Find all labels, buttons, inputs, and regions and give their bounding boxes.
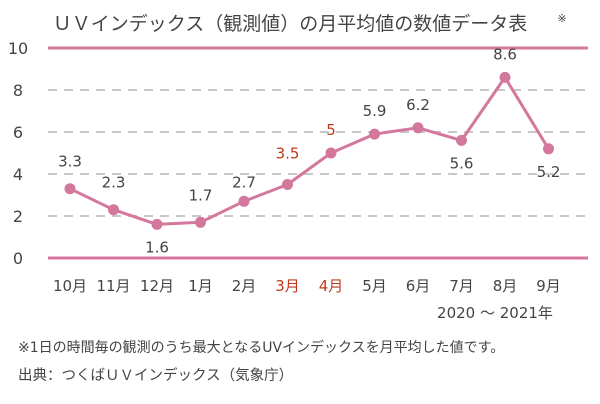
- period-label: 2020 〜 2021年: [437, 304, 553, 322]
- data-label: 3.3: [58, 153, 82, 171]
- data-label: 1.7: [189, 186, 213, 204]
- y-tick-label: 4: [13, 165, 23, 184]
- data-points: [64, 71, 554, 230]
- y-tick-label: 2: [13, 207, 23, 226]
- data-label: 3.5: [276, 145, 300, 163]
- data-labels: 3.3 2.3 1.6 1.7 2.7 3.5 5 5.9 6.2 5.6 8.6 5.2: [58, 45, 560, 256]
- data-label: 8.6: [493, 45, 517, 63]
- y-tick-label: 10: [8, 39, 28, 58]
- data-label: 5: [326, 121, 336, 139]
- data-point: [151, 218, 163, 230]
- data-label: 2.3: [102, 174, 126, 192]
- data-label: 6.2: [406, 96, 430, 114]
- data-point: [282, 179, 293, 190]
- x-tick-label: 11月: [96, 277, 130, 295]
- x-axis-ticks: 10月 11月 12月 1月 2月 3月 4月 5月 6月 7月 8月 9月: [53, 277, 561, 295]
- data-point: [195, 216, 206, 228]
- y-tick-label: 8: [13, 81, 23, 100]
- chart-title-mark: ※: [557, 12, 566, 25]
- y-tick-label: 0: [13, 249, 23, 268]
- data-label: 5.9: [363, 102, 387, 120]
- data-point: [499, 71, 511, 83]
- data-line-layer: [69, 75, 550, 226]
- data-label: 1.6: [145, 238, 169, 256]
- series-line: [69, 75, 550, 226]
- x-tick-label: 2月: [232, 277, 257, 295]
- data-point: [456, 134, 467, 146]
- x-tick-label: 6月: [406, 277, 431, 295]
- data-point: [543, 143, 554, 155]
- footnote: ※1日の時間毎の観測のうち最大となるUVインデックスを月平均した値です。: [18, 339, 504, 356]
- y-tick-label: 6: [13, 123, 23, 142]
- x-tick-label: 7月: [449, 277, 474, 295]
- x-tick-label: 3月: [275, 277, 300, 295]
- x-tick-label: 5月: [362, 277, 387, 295]
- y-axis-ticks: 0 2 4 6 8 10: [8, 39, 28, 268]
- chart-title: ＵＶインデックス（観測値）の月平均値の数値データ表: [53, 13, 527, 35]
- data-label: 5.2: [537, 163, 561, 181]
- data-point: [238, 195, 250, 207]
- data-label: 2.7: [232, 173, 256, 191]
- data-point: [412, 122, 424, 134]
- source-note: 出典：つくばＵＶインデックス（気象庁）: [18, 366, 293, 384]
- data-point: [325, 147, 337, 159]
- data-point: [64, 183, 76, 195]
- x-tick-label: 10月: [53, 277, 87, 295]
- data-point: [108, 204, 119, 216]
- x-tick-label: 4月: [319, 277, 344, 295]
- data-label: 5.6: [450, 154, 474, 172]
- x-tick-label: 1月: [188, 277, 213, 295]
- x-tick-label: 12月: [140, 277, 174, 295]
- x-tick-label: 9月: [536, 277, 561, 295]
- data-point: [369, 128, 380, 140]
- x-tick-label: 8月: [493, 277, 518, 295]
